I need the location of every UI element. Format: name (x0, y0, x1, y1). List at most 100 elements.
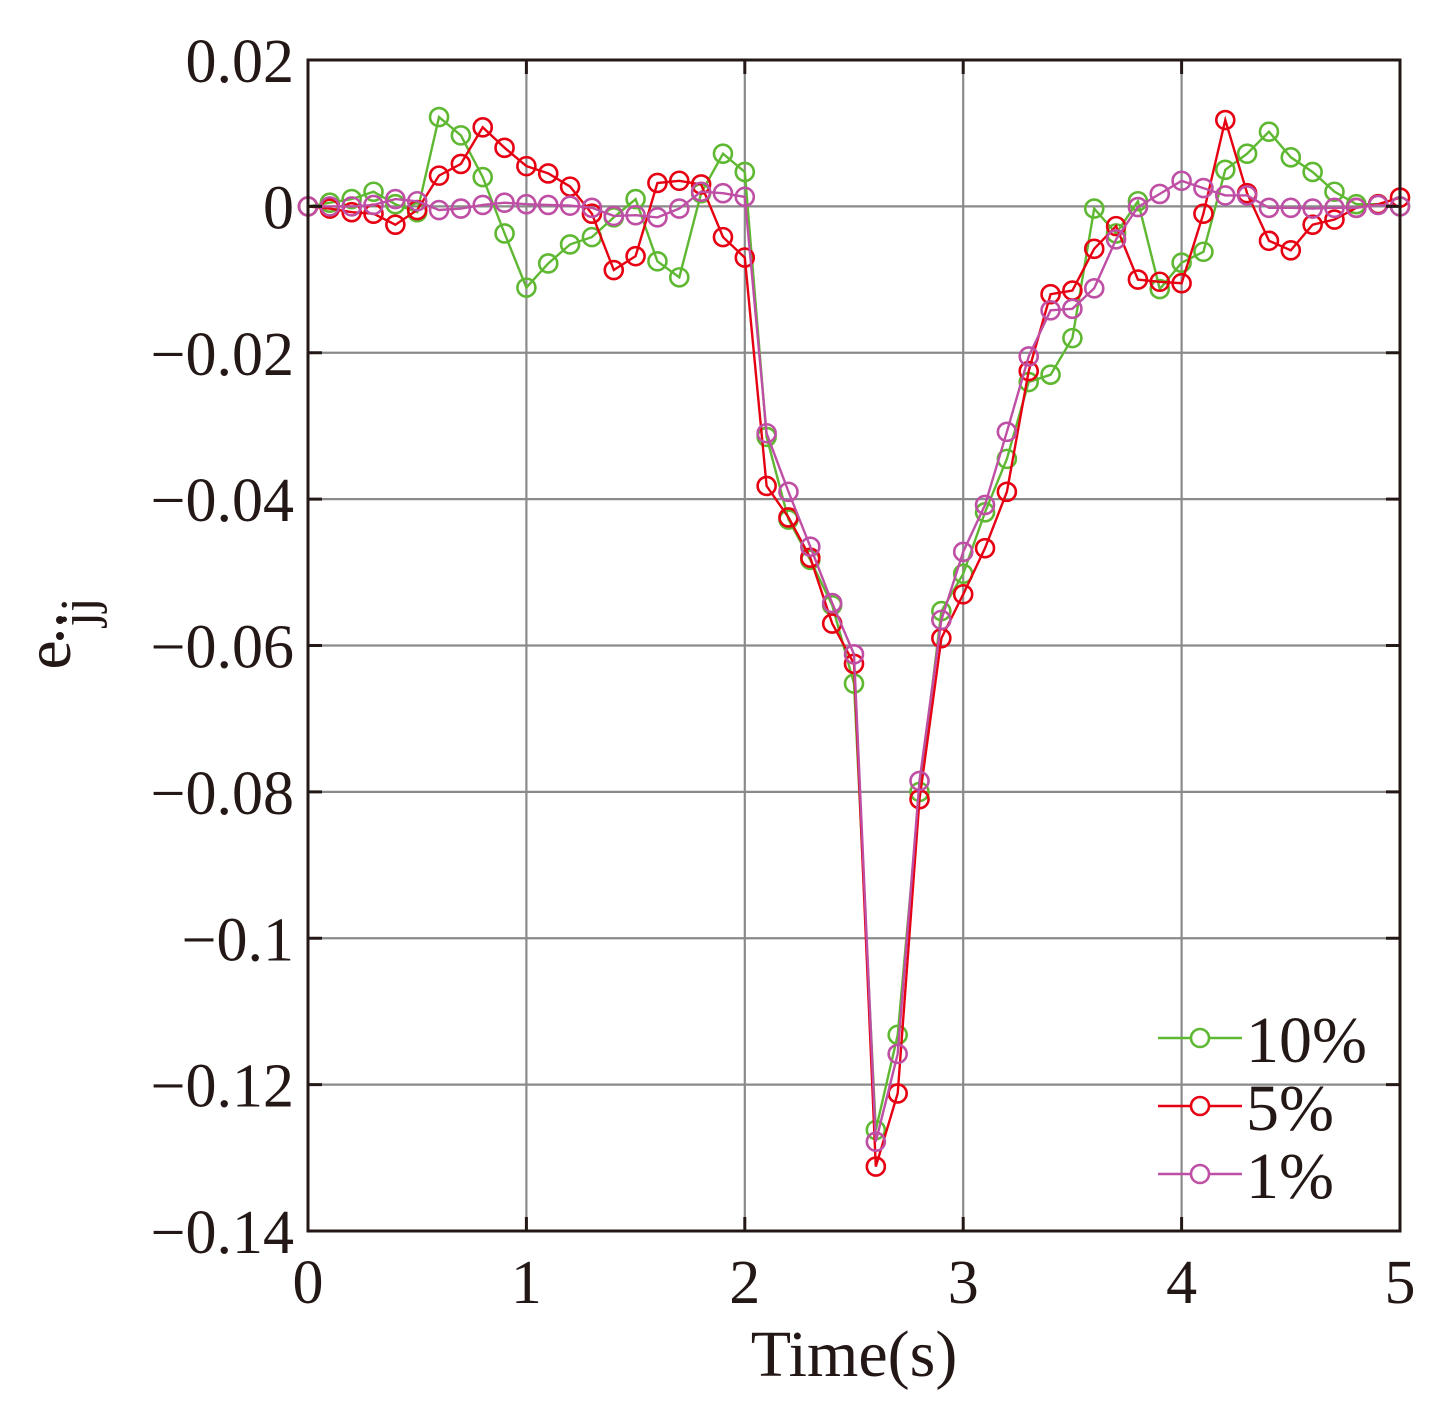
y-axis-label-main: e (12, 640, 85, 669)
data-point (952, 541, 974, 563)
legend: 10%5%1% (1158, 1004, 1367, 1213)
data-point (1258, 197, 1280, 219)
data-point (1171, 170, 1192, 192)
data-point (1302, 214, 1323, 235)
y-tick-label: −0.1 (182, 906, 294, 974)
data-point (1236, 143, 1258, 164)
x-tick-label: 5 (1385, 1249, 1416, 1317)
data-point (1040, 364, 1061, 386)
data-point (559, 195, 581, 216)
data-point (472, 194, 494, 216)
data-point (1040, 283, 1061, 305)
data-point (931, 609, 952, 631)
legend-item: 10% (1158, 1004, 1367, 1077)
data-point (450, 125, 472, 146)
data-point (974, 537, 996, 559)
data-point (516, 155, 537, 177)
data-point (1127, 196, 1149, 218)
data-point (341, 201, 362, 223)
data-point (734, 247, 756, 268)
data-point (341, 196, 362, 217)
series-line (308, 179, 1401, 1142)
y-tick-label: −0.14 (151, 1199, 294, 1267)
data-point (843, 643, 865, 665)
data-point (1214, 109, 1236, 131)
data-point (690, 174, 712, 195)
y-axis-label-dot (56, 616, 64, 624)
data-point (516, 193, 537, 215)
data-point (625, 188, 646, 210)
data-point (1062, 298, 1083, 320)
data-point (1127, 269, 1149, 290)
data-point (1083, 238, 1105, 260)
data-point (647, 250, 668, 272)
data-point (1193, 241, 1214, 263)
series-2 (297, 109, 1411, 1177)
x-tick-label: 4 (1166, 1249, 1197, 1317)
data-point (450, 198, 472, 219)
data-point (1149, 183, 1171, 205)
y-tick-label: −0.04 (151, 467, 294, 535)
data-point (996, 481, 1018, 503)
data-point (1214, 185, 1236, 206)
data-point (1280, 239, 1302, 261)
data-point (1214, 159, 1236, 181)
data-point (537, 194, 559, 216)
data-point (712, 143, 734, 164)
data-series (297, 106, 1411, 1177)
data-point (1193, 177, 1214, 199)
series-line (307, 114, 1401, 1131)
data-point (603, 259, 625, 281)
data-point (494, 137, 515, 159)
y-tick-labels: 0.02 0 −0.02 −0.04 −0.06 −0.08 −0.1 −0.12 −0.14 (151, 28, 294, 1267)
x-tick-label: 3 (948, 1249, 979, 1317)
data-point (756, 422, 777, 444)
data-point (428, 165, 450, 186)
data-point (996, 421, 1018, 443)
data-point (668, 198, 690, 219)
data-point (581, 197, 603, 219)
y-tick-label: −0.02 (151, 321, 294, 389)
y-tick-label: 0.02 (186, 28, 295, 96)
legend-item: 1% (1158, 1140, 1334, 1213)
data-point (1193, 203, 1214, 224)
data-point (537, 163, 559, 184)
data-point (1324, 209, 1345, 230)
data-point (668, 267, 690, 288)
data-point (909, 770, 930, 792)
y-axis-label-dot (56, 632, 64, 640)
x-tick-labels: 0 1 2 3 4 5 (293, 1249, 1416, 1317)
data-point (712, 226, 734, 248)
data-point (690, 181, 712, 203)
data-point (428, 199, 450, 221)
y-tick-label: −0.06 (151, 614, 294, 682)
data-point (778, 481, 799, 503)
data-point (756, 475, 777, 497)
data-point (647, 172, 668, 194)
series-line (307, 115, 1401, 1167)
y-tick-label: 0 (263, 174, 294, 242)
y-tick-label: −0.12 (151, 1053, 294, 1121)
data-point (1062, 327, 1083, 349)
data-point (1302, 198, 1323, 219)
data-point (887, 1043, 908, 1065)
data-point (952, 583, 974, 605)
data-point (734, 186, 756, 208)
y-axis-label: e jj (12, 598, 108, 670)
data-point (1083, 278, 1105, 299)
data-point (363, 194, 384, 216)
data-point (1324, 197, 1345, 219)
x-tick-label: 1 (511, 1249, 542, 1317)
data-point (516, 277, 537, 298)
data-point (625, 204, 646, 226)
data-point (494, 192, 515, 214)
data-point (1105, 229, 1127, 250)
data-point (1258, 121, 1280, 143)
data-point (800, 536, 821, 557)
data-point (1149, 271, 1171, 293)
data-point (865, 1156, 887, 1177)
data-point (341, 188, 362, 210)
data-point (1280, 197, 1302, 219)
data-point (1018, 360, 1040, 382)
